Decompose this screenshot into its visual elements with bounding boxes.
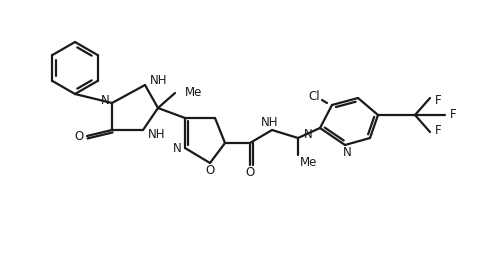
Text: Me: Me bbox=[185, 87, 202, 99]
Text: NH: NH bbox=[148, 129, 165, 141]
Text: Cl: Cl bbox=[308, 90, 320, 104]
Text: O: O bbox=[74, 129, 83, 143]
Text: F: F bbox=[435, 124, 442, 136]
Text: O: O bbox=[245, 165, 254, 179]
Text: N: N bbox=[173, 141, 181, 154]
Text: NH: NH bbox=[261, 115, 279, 129]
Text: NH: NH bbox=[150, 73, 168, 87]
Text: N: N bbox=[304, 129, 313, 141]
Text: N: N bbox=[101, 94, 109, 107]
Text: N: N bbox=[343, 145, 351, 159]
Text: O: O bbox=[205, 164, 214, 176]
Text: F: F bbox=[450, 109, 456, 122]
Text: Me: Me bbox=[300, 155, 317, 169]
Text: F: F bbox=[435, 94, 442, 107]
